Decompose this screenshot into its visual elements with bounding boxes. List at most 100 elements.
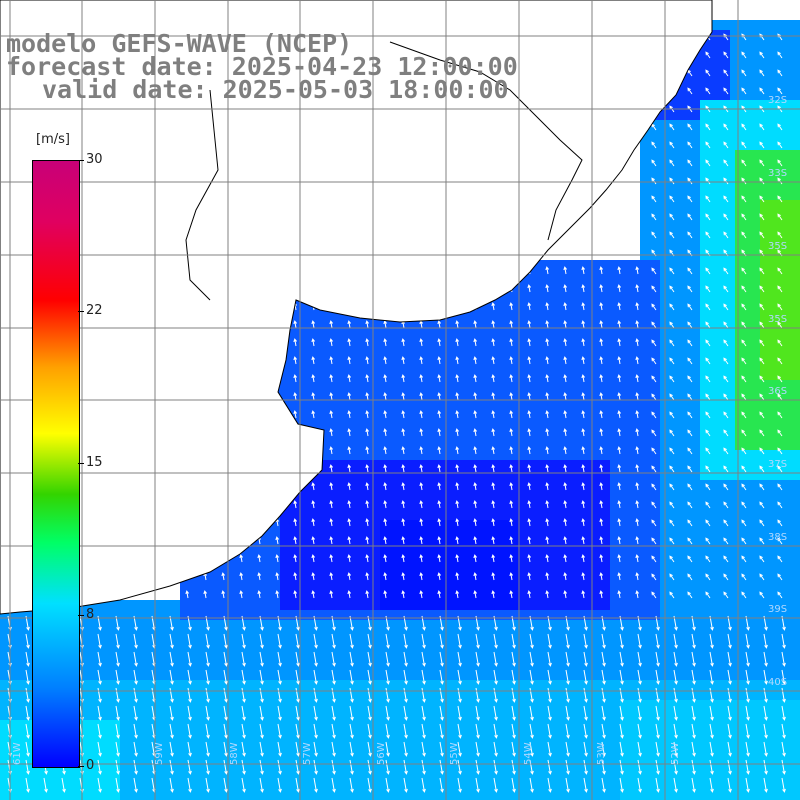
wind-arrow bbox=[777, 519, 783, 527]
wind-arrow bbox=[777, 123, 783, 131]
wind-arrow bbox=[635, 500, 640, 509]
wind-arrow bbox=[619, 777, 624, 793]
wind-arrow bbox=[563, 302, 568, 311]
wind-arrow bbox=[277, 741, 282, 757]
wind-arrow bbox=[439, 687, 444, 703]
wind-arrow bbox=[457, 723, 462, 739]
wind-arrow bbox=[241, 669, 246, 685]
wind-arrow bbox=[563, 284, 568, 293]
wind-arrow bbox=[511, 705, 516, 721]
wind-arrow bbox=[493, 723, 498, 739]
wind-arrow bbox=[777, 339, 783, 347]
wind-arrow bbox=[669, 285, 675, 293]
wind-arrow bbox=[347, 464, 352, 473]
lon-label: 53W bbox=[596, 742, 607, 765]
wind-arrow bbox=[527, 428, 532, 437]
wind-arrow bbox=[581, 446, 586, 455]
wind-arrow bbox=[651, 321, 657, 329]
wind-arrow bbox=[169, 687, 174, 703]
wind-arrow bbox=[205, 669, 210, 685]
wind-arrow bbox=[637, 669, 642, 685]
wind-arrow bbox=[741, 321, 747, 329]
wind-arrow bbox=[617, 230, 622, 239]
wind-arrow bbox=[473, 338, 478, 347]
wind-arrow bbox=[545, 428, 550, 437]
wind-arrow bbox=[723, 375, 729, 383]
wind-arrow bbox=[295, 723, 300, 739]
wind-arrow bbox=[691, 687, 696, 703]
wind-arrow bbox=[635, 446, 640, 455]
wind-arrow bbox=[781, 633, 786, 649]
wind-arrow bbox=[437, 338, 442, 347]
wind-arrow bbox=[617, 428, 622, 437]
wind-arrow bbox=[187, 759, 192, 775]
wind-arrow bbox=[293, 374, 298, 383]
wind-arrow bbox=[651, 231, 657, 239]
wind-arrow bbox=[687, 285, 693, 293]
wind-arrow bbox=[723, 303, 729, 311]
wind-arrow bbox=[383, 482, 388, 491]
wind-arrow bbox=[581, 518, 586, 527]
wind-arrow bbox=[709, 687, 714, 703]
wind-speed-cell bbox=[620, 700, 800, 800]
lon-label: 61W bbox=[12, 742, 23, 765]
wind-arrow bbox=[727, 705, 732, 721]
wind-arrow bbox=[599, 230, 604, 239]
wind-arrow bbox=[439, 777, 444, 793]
wind-arrow bbox=[457, 741, 462, 757]
wind-arrow bbox=[723, 177, 729, 185]
wind-arrow bbox=[759, 447, 765, 455]
wind-arrow bbox=[723, 51, 729, 59]
wind-arrow bbox=[777, 537, 783, 545]
wind-arrow bbox=[25, 777, 30, 793]
wind-arrow bbox=[421, 723, 426, 739]
wind-arrow bbox=[759, 465, 765, 473]
wind-arrow bbox=[527, 374, 532, 383]
wind-arrow bbox=[115, 777, 120, 793]
wind-arrow bbox=[669, 141, 675, 149]
wind-arrow bbox=[777, 141, 783, 149]
wind-arrow bbox=[583, 633, 588, 649]
wind-arrow bbox=[687, 213, 693, 221]
lat-label: 36S bbox=[768, 386, 787, 397]
wind-arrow bbox=[745, 633, 750, 649]
wind-arrow bbox=[727, 651, 732, 667]
wind-arrow bbox=[547, 651, 552, 667]
wind-arrow bbox=[311, 572, 316, 581]
wind-arrow bbox=[293, 500, 298, 509]
wind-arrow bbox=[401, 464, 406, 473]
wind-arrow bbox=[223, 687, 228, 703]
wind-arrow bbox=[493, 651, 498, 667]
wind-arrow bbox=[563, 320, 568, 329]
wind-arrow bbox=[25, 651, 30, 667]
wind-arrow bbox=[637, 687, 642, 703]
wind-arrow bbox=[329, 536, 334, 545]
wind-arrow bbox=[367, 687, 372, 703]
wind-arrow bbox=[473, 410, 478, 419]
wind-arrow bbox=[741, 123, 747, 131]
wind-arrow bbox=[383, 356, 388, 365]
wind-arrow bbox=[511, 687, 516, 703]
wind-arrow bbox=[457, 777, 462, 793]
wind-arrow bbox=[777, 357, 783, 365]
wind-arrow bbox=[437, 500, 442, 509]
wind-arrow bbox=[759, 51, 765, 59]
wind-arrow bbox=[313, 777, 318, 793]
wind-arrow bbox=[239, 590, 244, 599]
wind-arrow bbox=[383, 536, 388, 545]
wind-arrow bbox=[331, 741, 336, 757]
wind-arrow bbox=[527, 590, 532, 599]
wind-arrow bbox=[491, 536, 496, 545]
wind-arrow bbox=[635, 518, 640, 527]
wind-arrow bbox=[275, 590, 280, 599]
wind-arrow bbox=[651, 141, 657, 149]
wind-arrow bbox=[527, 446, 532, 455]
wind-arrow bbox=[687, 321, 693, 329]
wind-arrow bbox=[545, 302, 550, 311]
wind-arrow bbox=[669, 267, 675, 275]
wind-arrow bbox=[759, 213, 765, 221]
wind-arrow bbox=[403, 759, 408, 775]
wind-arrow bbox=[723, 447, 729, 455]
wind-arrow bbox=[705, 159, 711, 167]
